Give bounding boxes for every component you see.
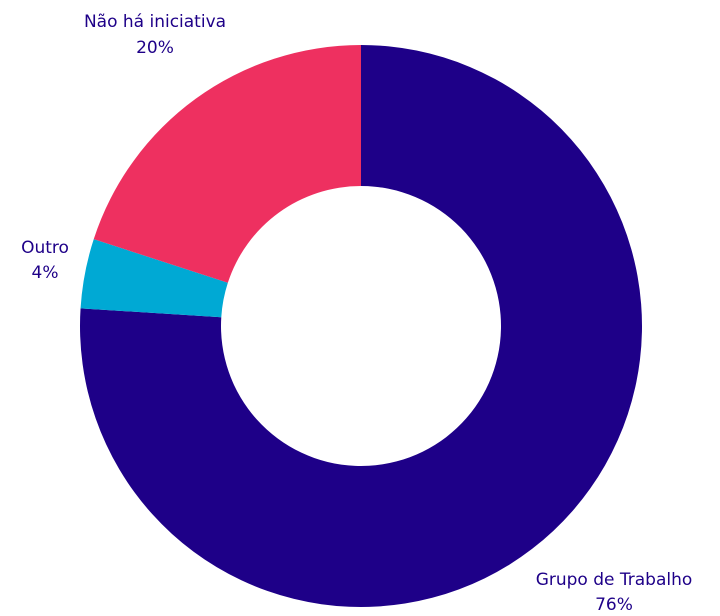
slice-label: Outro: [21, 238, 69, 258]
donut-slice: [80, 45, 643, 607]
slice-value-label: 76%: [595, 595, 633, 615]
donut-slice: [80, 239, 228, 318]
slice-value-label: 20%: [136, 38, 174, 58]
donut-slice: [93, 45, 362, 283]
slice-value-label: 4%: [32, 263, 59, 283]
slice-label: Não há iniciativa: [84, 12, 226, 32]
slice-label: Grupo de Trabalho: [536, 570, 693, 590]
